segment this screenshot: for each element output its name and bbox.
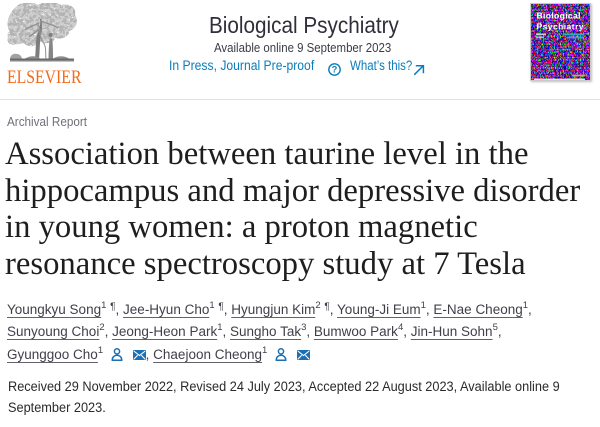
- svg-text:Biological: Biological: [537, 11, 581, 21]
- svg-text:Psychiatry: Psychiatry: [537, 22, 584, 32]
- svg-text:?: ?: [332, 64, 338, 75]
